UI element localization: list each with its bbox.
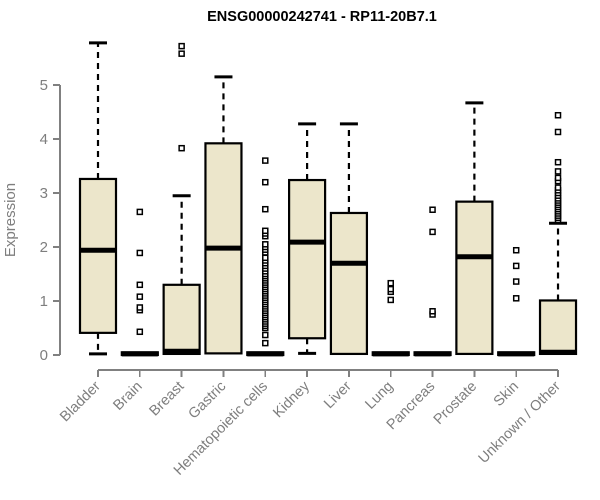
outlier-point bbox=[554, 128, 562, 136]
outlier-point bbox=[512, 246, 520, 254]
boxplot-unknown-other bbox=[538, 111, 578, 356]
outlier-point bbox=[136, 208, 144, 216]
boxplot-prostate bbox=[455, 101, 494, 356]
outlier-point bbox=[262, 331, 269, 339]
outlier-point bbox=[136, 281, 144, 289]
iqr-box bbox=[78, 177, 118, 334]
outlier-point bbox=[136, 328, 144, 336]
outlier-point bbox=[262, 157, 269, 164]
x-axis-tick-label: Bladder bbox=[57, 378, 104, 425]
outlier-point bbox=[387, 279, 394, 287]
iqr-box bbox=[329, 211, 369, 356]
y-axis-tick-label: 1 bbox=[40, 293, 48, 310]
iqr-box bbox=[288, 178, 327, 340]
outlier-point bbox=[554, 168, 562, 175]
outlier-point bbox=[429, 308, 436, 315]
outlier-point bbox=[429, 228, 436, 236]
outlier-point bbox=[554, 184, 562, 191]
boxplot-lung bbox=[371, 279, 410, 357]
outlier-point bbox=[136, 304, 144, 311]
iqr-box bbox=[538, 299, 578, 356]
y-axis-tick-label: 4 bbox=[40, 131, 48, 148]
outlier-point bbox=[262, 254, 269, 262]
boxplot-kidney bbox=[288, 122, 327, 355]
x-axis-tick-label: Skin bbox=[491, 379, 522, 410]
x-axis-tick-label: Prostate bbox=[431, 379, 480, 428]
outlier-point bbox=[262, 178, 269, 186]
boxplot-brain bbox=[120, 208, 159, 357]
y-axis-title: Expression bbox=[2, 183, 19, 257]
y-axis-tick-label: 0 bbox=[40, 347, 48, 364]
boxplot-hematopoietic-cells bbox=[246, 157, 285, 357]
boxplot-skin bbox=[497, 246, 536, 357]
outlier-point bbox=[387, 296, 394, 304]
boxplot-liver bbox=[329, 122, 369, 356]
y-axis-tick-label: 3 bbox=[40, 185, 48, 202]
outlier-point bbox=[262, 205, 269, 213]
y-axis-tick-label: 2 bbox=[40, 239, 48, 256]
outlier-point bbox=[262, 227, 269, 235]
boxplot-gastric bbox=[204, 75, 243, 355]
boxplot-breast bbox=[162, 42, 201, 356]
outlier-point bbox=[512, 262, 520, 270]
x-axis-tick-label: Kidney bbox=[270, 378, 313, 421]
x-axis-tick-label: Brain bbox=[110, 379, 145, 414]
outlier-point bbox=[262, 241, 269, 248]
outlier-point bbox=[262, 339, 269, 347]
outlier-point bbox=[554, 158, 562, 166]
chart-title: ENSG00000242741 - RP11-20B7.1 bbox=[207, 9, 437, 25]
boxplot-pancreas bbox=[413, 206, 452, 357]
iqr-box bbox=[455, 200, 494, 356]
outlier-point bbox=[178, 50, 185, 57]
boxplot-bladder bbox=[78, 41, 118, 356]
outlier-point bbox=[136, 249, 144, 257]
outlier-point bbox=[387, 285, 394, 293]
outlier-point bbox=[178, 144, 185, 152]
y-axis-tick-label: 5 bbox=[40, 77, 48, 94]
boxes-layer bbox=[78, 41, 578, 357]
outlier-point bbox=[554, 174, 562, 182]
outlier-point bbox=[554, 111, 562, 119]
outlier-point bbox=[178, 42, 185, 50]
outlier-point bbox=[512, 295, 520, 302]
x-axis-tick-label: Liver bbox=[321, 378, 355, 412]
x-axis-tick-label: Breast bbox=[147, 379, 188, 420]
x-axis-tick-label: Lung bbox=[362, 379, 396, 413]
outlier-point bbox=[429, 206, 436, 213]
outlier-point bbox=[512, 278, 520, 285]
iqr-box bbox=[162, 283, 201, 356]
outlier-point bbox=[136, 293, 144, 300]
